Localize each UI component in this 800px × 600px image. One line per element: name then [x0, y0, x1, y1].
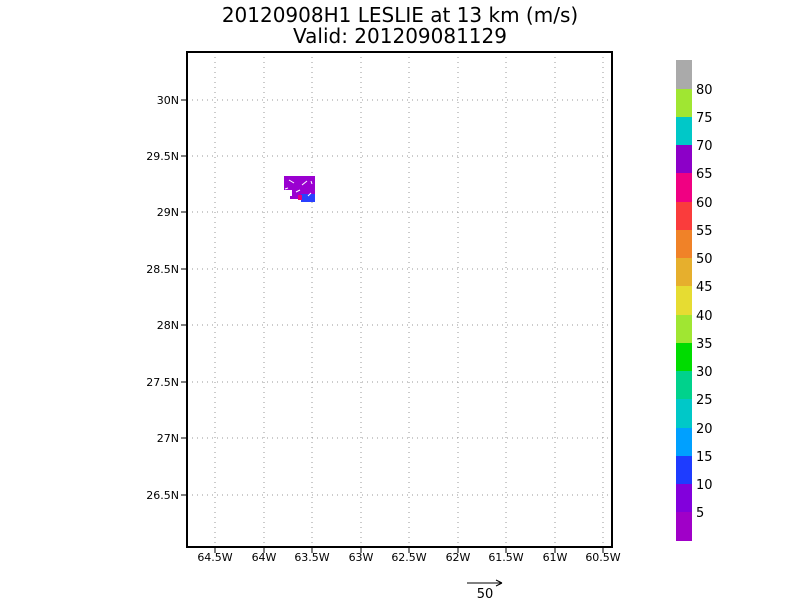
wind-cell — [301, 194, 315, 202]
lat-label: 28N — [157, 319, 179, 332]
colorbar-segment — [676, 315, 692, 343]
lon-label: 61W — [543, 551, 568, 564]
grid-lines — [187, 52, 612, 547]
reference-vector: 50 — [467, 579, 503, 600]
colorbar-segment — [676, 173, 692, 202]
colorbar-label: 55 — [696, 224, 713, 239]
lat-label: 26.5N — [146, 489, 179, 502]
colorbar-label: 60 — [696, 196, 713, 211]
colorbar-segment — [676, 230, 692, 258]
reference-vector-label: 50 — [477, 587, 494, 600]
colorbar-label: 80 — [696, 83, 713, 98]
lon-label: 63.5W — [294, 551, 329, 564]
colorbar-segment — [676, 428, 692, 456]
colorbar-label: 10 — [696, 478, 713, 493]
colorbar-segment — [676, 117, 692, 145]
wind-cell — [298, 195, 302, 200]
colorbar-label: 20 — [696, 422, 713, 437]
colorbar-segment — [676, 89, 692, 117]
map-valid-time: Valid: 201209081129 — [293, 24, 507, 48]
map-title: 20120908H1 LESLIE at 13 km (m/s) — [221, 3, 579, 27]
lat-label: 29.5N — [146, 150, 179, 163]
colorbar: 5 10 15 20 25 30 35 40 45 50 55 60 65 70… — [676, 60, 713, 541]
colorbar-label: 45 — [696, 280, 713, 295]
wind-cell — [292, 190, 315, 197]
lon-label: 61.5W — [488, 551, 523, 564]
colorbar-label: 70 — [696, 139, 713, 154]
colorbar-segment — [676, 371, 692, 399]
colorbar-label: 35 — [696, 337, 713, 352]
lat-label: 28.5N — [146, 263, 179, 276]
reference-arrow-head — [495, 579, 503, 587]
wind-vectors — [284, 179, 313, 197]
colorbar-label: 40 — [696, 309, 713, 324]
longitude-labels: 64.5W 64W 63.5W 63W 62.5W 62W 61.5W 61W … — [197, 551, 620, 564]
wind-cell — [290, 196, 298, 199]
axis-ticks — [181, 99, 604, 553]
colorbar-segment — [676, 286, 692, 315]
lon-label: 63W — [349, 551, 374, 564]
colorbar-label: 25 — [696, 393, 713, 408]
colorbar-segment — [676, 258, 692, 286]
lon-label: 64W — [252, 551, 277, 564]
colorbar-label: 65 — [696, 167, 713, 182]
colorbar-label: 5 — [696, 506, 704, 521]
colorbar-label: 75 — [696, 111, 713, 126]
lon-label: 60.5W — [585, 551, 620, 564]
colorbar-segment — [676, 343, 692, 371]
lat-label: 30N — [157, 94, 179, 107]
colorbar-segment — [676, 145, 692, 173]
colorbar-label: 15 — [696, 450, 713, 465]
colorbar-segment — [676, 202, 692, 230]
lat-label: 27N — [157, 432, 179, 445]
lat-label: 29N — [157, 206, 179, 219]
map-frame — [186, 51, 613, 548]
colorbar-segment — [676, 456, 692, 484]
wind-data-patch — [284, 176, 315, 202]
colorbar-segment — [676, 484, 692, 512]
colorbar-segment — [676, 60, 692, 89]
colorbar-segment — [676, 399, 692, 428]
colorbar-segment — [676, 512, 692, 541]
colorbar-label: 30 — [696, 365, 713, 380]
wind-cell — [284, 176, 315, 190]
latitude-labels: 30N 29.5N 29N 28.5N 28N 27.5N 27N 26.5N — [146, 94, 179, 502]
lon-label: 62.5W — [391, 551, 426, 564]
lon-label: 64.5W — [197, 551, 232, 564]
colorbar-label: 50 — [696, 252, 713, 267]
lat-label: 27.5N — [146, 376, 179, 389]
lon-label: 62W — [446, 551, 471, 564]
